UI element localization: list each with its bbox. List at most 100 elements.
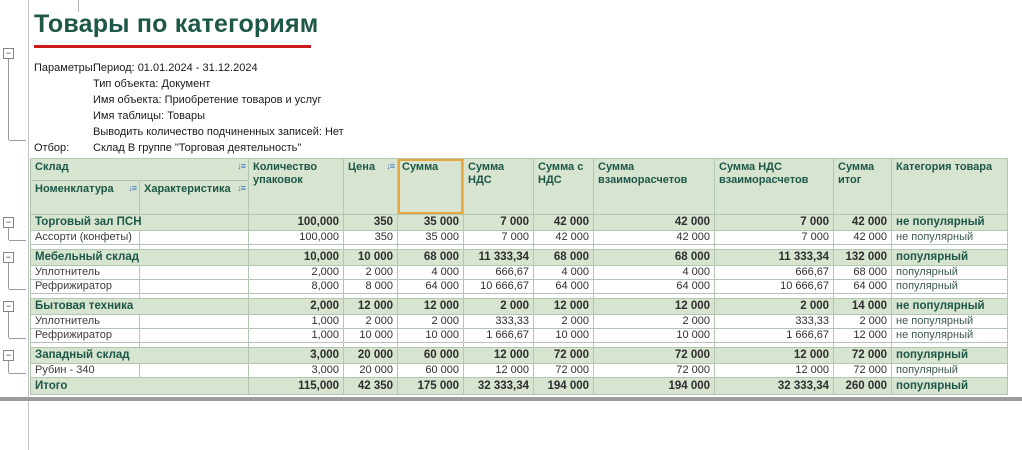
cell[interactable]: 64 000 [533,279,595,294]
sort-icon[interactable]: ↓≡ [237,161,246,171]
cell[interactable]: 2,000 [248,265,345,280]
collapse-button[interactable]: − [3,301,14,312]
column-header-sum-s-nds[interactable]: Сумма с НДС [533,158,595,215]
cell[interactable]: 2 000 [833,314,893,329]
cell[interactable]: 1 666,67 [714,328,835,343]
cell[interactable]: Рефрижиратор [30,279,140,294]
cell[interactable]: 12 000 [463,347,535,364]
column-header-characteristic[interactable]: Характеристика ↓≡ [138,180,250,215]
cell[interactable]: 72 000 [833,347,893,364]
column-header-sum-vzaimoraschetov[interactable]: Сумма взаиморасчетов [593,158,716,215]
collapse-button[interactable]: − [3,48,14,59]
cell[interactable]: 42 000 [833,230,893,245]
cell[interactable]: 42 000 [533,214,595,231]
cell[interactable]: 42 000 [593,214,716,231]
cell[interactable]: Уплотнитель [30,314,140,329]
cell[interactable]: 11 333,34 [463,249,535,266]
cell[interactable]: 12 000 [833,328,893,343]
cell[interactable]: 10 666,67 [714,279,835,294]
cell[interactable]: 72 000 [533,363,595,378]
cell[interactable]: 194 000 [533,377,595,395]
cell[interactable]: 11 333,34 [714,249,835,266]
cell[interactable] [138,265,250,280]
cell[interactable]: 42 350 [343,377,399,395]
table-row[interactable]: Ассорти (конфеты) 100,000 350 35 000 7 000 42… [30,230,1009,245]
cell[interactable]: 4 000 [593,265,716,280]
sort-icon[interactable]: ↓≡ [386,161,395,171]
cell[interactable]: 260 000 [833,377,893,395]
cell[interactable]: 12 000 [593,298,716,315]
cell[interactable]: 2 000 [397,314,465,329]
cell[interactable]: 8,000 [248,279,345,294]
cell[interactable]: 72 000 [593,363,716,378]
table-row[interactable]: Уплотнитель 2,000 2 000 4 000 666,67 4 000 4 0… [30,265,1009,280]
cell[interactable]: 1,000 [248,328,345,343]
cell[interactable]: 2 000 [343,314,399,329]
cell[interactable]: 4 000 [533,265,595,280]
cell[interactable]: 12 000 [463,363,535,378]
cell[interactable]: Рубин - 340 [30,363,140,378]
cell[interactable]: 12 000 [397,298,465,315]
cell[interactable]: 20 000 [343,363,399,378]
table-row[interactable]: Рефрижиратор 8,000 8 000 64 000 10 666,67 64 … [30,279,1009,294]
cell[interactable]: популярный [891,377,1009,395]
column-header-nomenclature[interactable]: Номенклатура ↓≡ [30,180,140,215]
cell[interactable]: 10 000 [343,328,399,343]
cell[interactable]: популярный [891,363,1009,378]
cell[interactable]: 333,33 [463,314,535,329]
cell[interactable]: 68 000 [397,249,465,266]
collapse-button[interactable]: − [3,252,14,263]
cell[interactable]: 100,000 [248,214,345,231]
column-header-sum-nds-vzaimoraschetov[interactable]: Сумма НДС взаиморасчетов [714,158,835,215]
cell[interactable]: 60 000 [397,347,465,364]
cell[interactable]: популярный [891,249,1009,266]
cell[interactable]: 7 000 [714,230,835,245]
table-row[interactable]: Рубин - 340 3,000 20 000 60 000 12 000 72 000… [30,363,1009,378]
cell[interactable]: 72 000 [533,347,595,364]
cell[interactable]: 12 000 [343,298,399,315]
cell[interactable]: 12 000 [533,298,595,315]
cell[interactable]: 2 000 [343,265,399,280]
cell[interactable]: 72 000 [593,347,716,364]
cell[interactable]: 333,33 [714,314,835,329]
cell[interactable]: 194 000 [593,377,716,395]
cell[interactable]: Бытовая техника [29,298,250,315]
column-header-price[interactable]: Цена ↓≡ [343,158,399,215]
cell[interactable]: 3,000 [248,363,345,378]
cell[interactable]: 42 000 [533,230,595,245]
cell[interactable]: 32 333,34 [463,377,535,395]
column-header-sum-nds[interactable]: Сумма НДС [463,158,535,215]
cell[interactable]: 115,000 [248,377,345,395]
cell[interactable]: 42 000 [833,214,893,231]
table-row[interactable]: Рефрижиратор 1,000 10 000 10 000 1 666,67 10 … [30,328,1009,343]
cell[interactable]: 1,000 [248,314,345,329]
table-row[interactable]: Уплотнитель 1,000 2 000 2 000 333,33 2 000 2 0… [30,314,1009,329]
cell[interactable]: 64 000 [833,279,893,294]
cell[interactable]: 2,000 [248,298,345,315]
cell[interactable]: 60 000 [397,363,465,378]
cell[interactable]: 32 333,34 [714,377,835,395]
cell[interactable]: 350 [343,230,399,245]
cell[interactable]: 3,000 [248,347,345,364]
cell[interactable]: 2 000 [714,298,835,315]
cell[interactable]: 1 666,67 [463,328,535,343]
cell[interactable]: Ассорти (конфеты) [30,230,140,245]
cell[interactable]: 10 000 [533,328,595,343]
cell[interactable]: 7 000 [714,214,835,231]
cell[interactable]: 10,000 [248,249,345,266]
cell[interactable]: популярный [891,347,1009,364]
cell[interactable] [138,314,250,329]
cell[interactable]: Итого [29,377,250,395]
cell[interactable]: 72 000 [833,363,893,378]
cell[interactable]: 4 000 [397,265,465,280]
cell[interactable]: Торговый зал ПСН [29,214,250,231]
cell[interactable]: не популярный [891,314,1009,329]
sort-icon[interactable]: ↓≡ [128,183,137,193]
column-header-sum-itog[interactable]: Сумма итог [833,158,893,215]
cell[interactable]: 35 000 [397,230,465,245]
cell[interactable]: 2 000 [463,298,535,315]
cell[interactable]: не популярный [891,230,1009,245]
cell[interactable]: Западный склад [29,347,250,364]
cell[interactable]: 2 000 [533,314,595,329]
cell[interactable]: не популярный [891,298,1009,315]
